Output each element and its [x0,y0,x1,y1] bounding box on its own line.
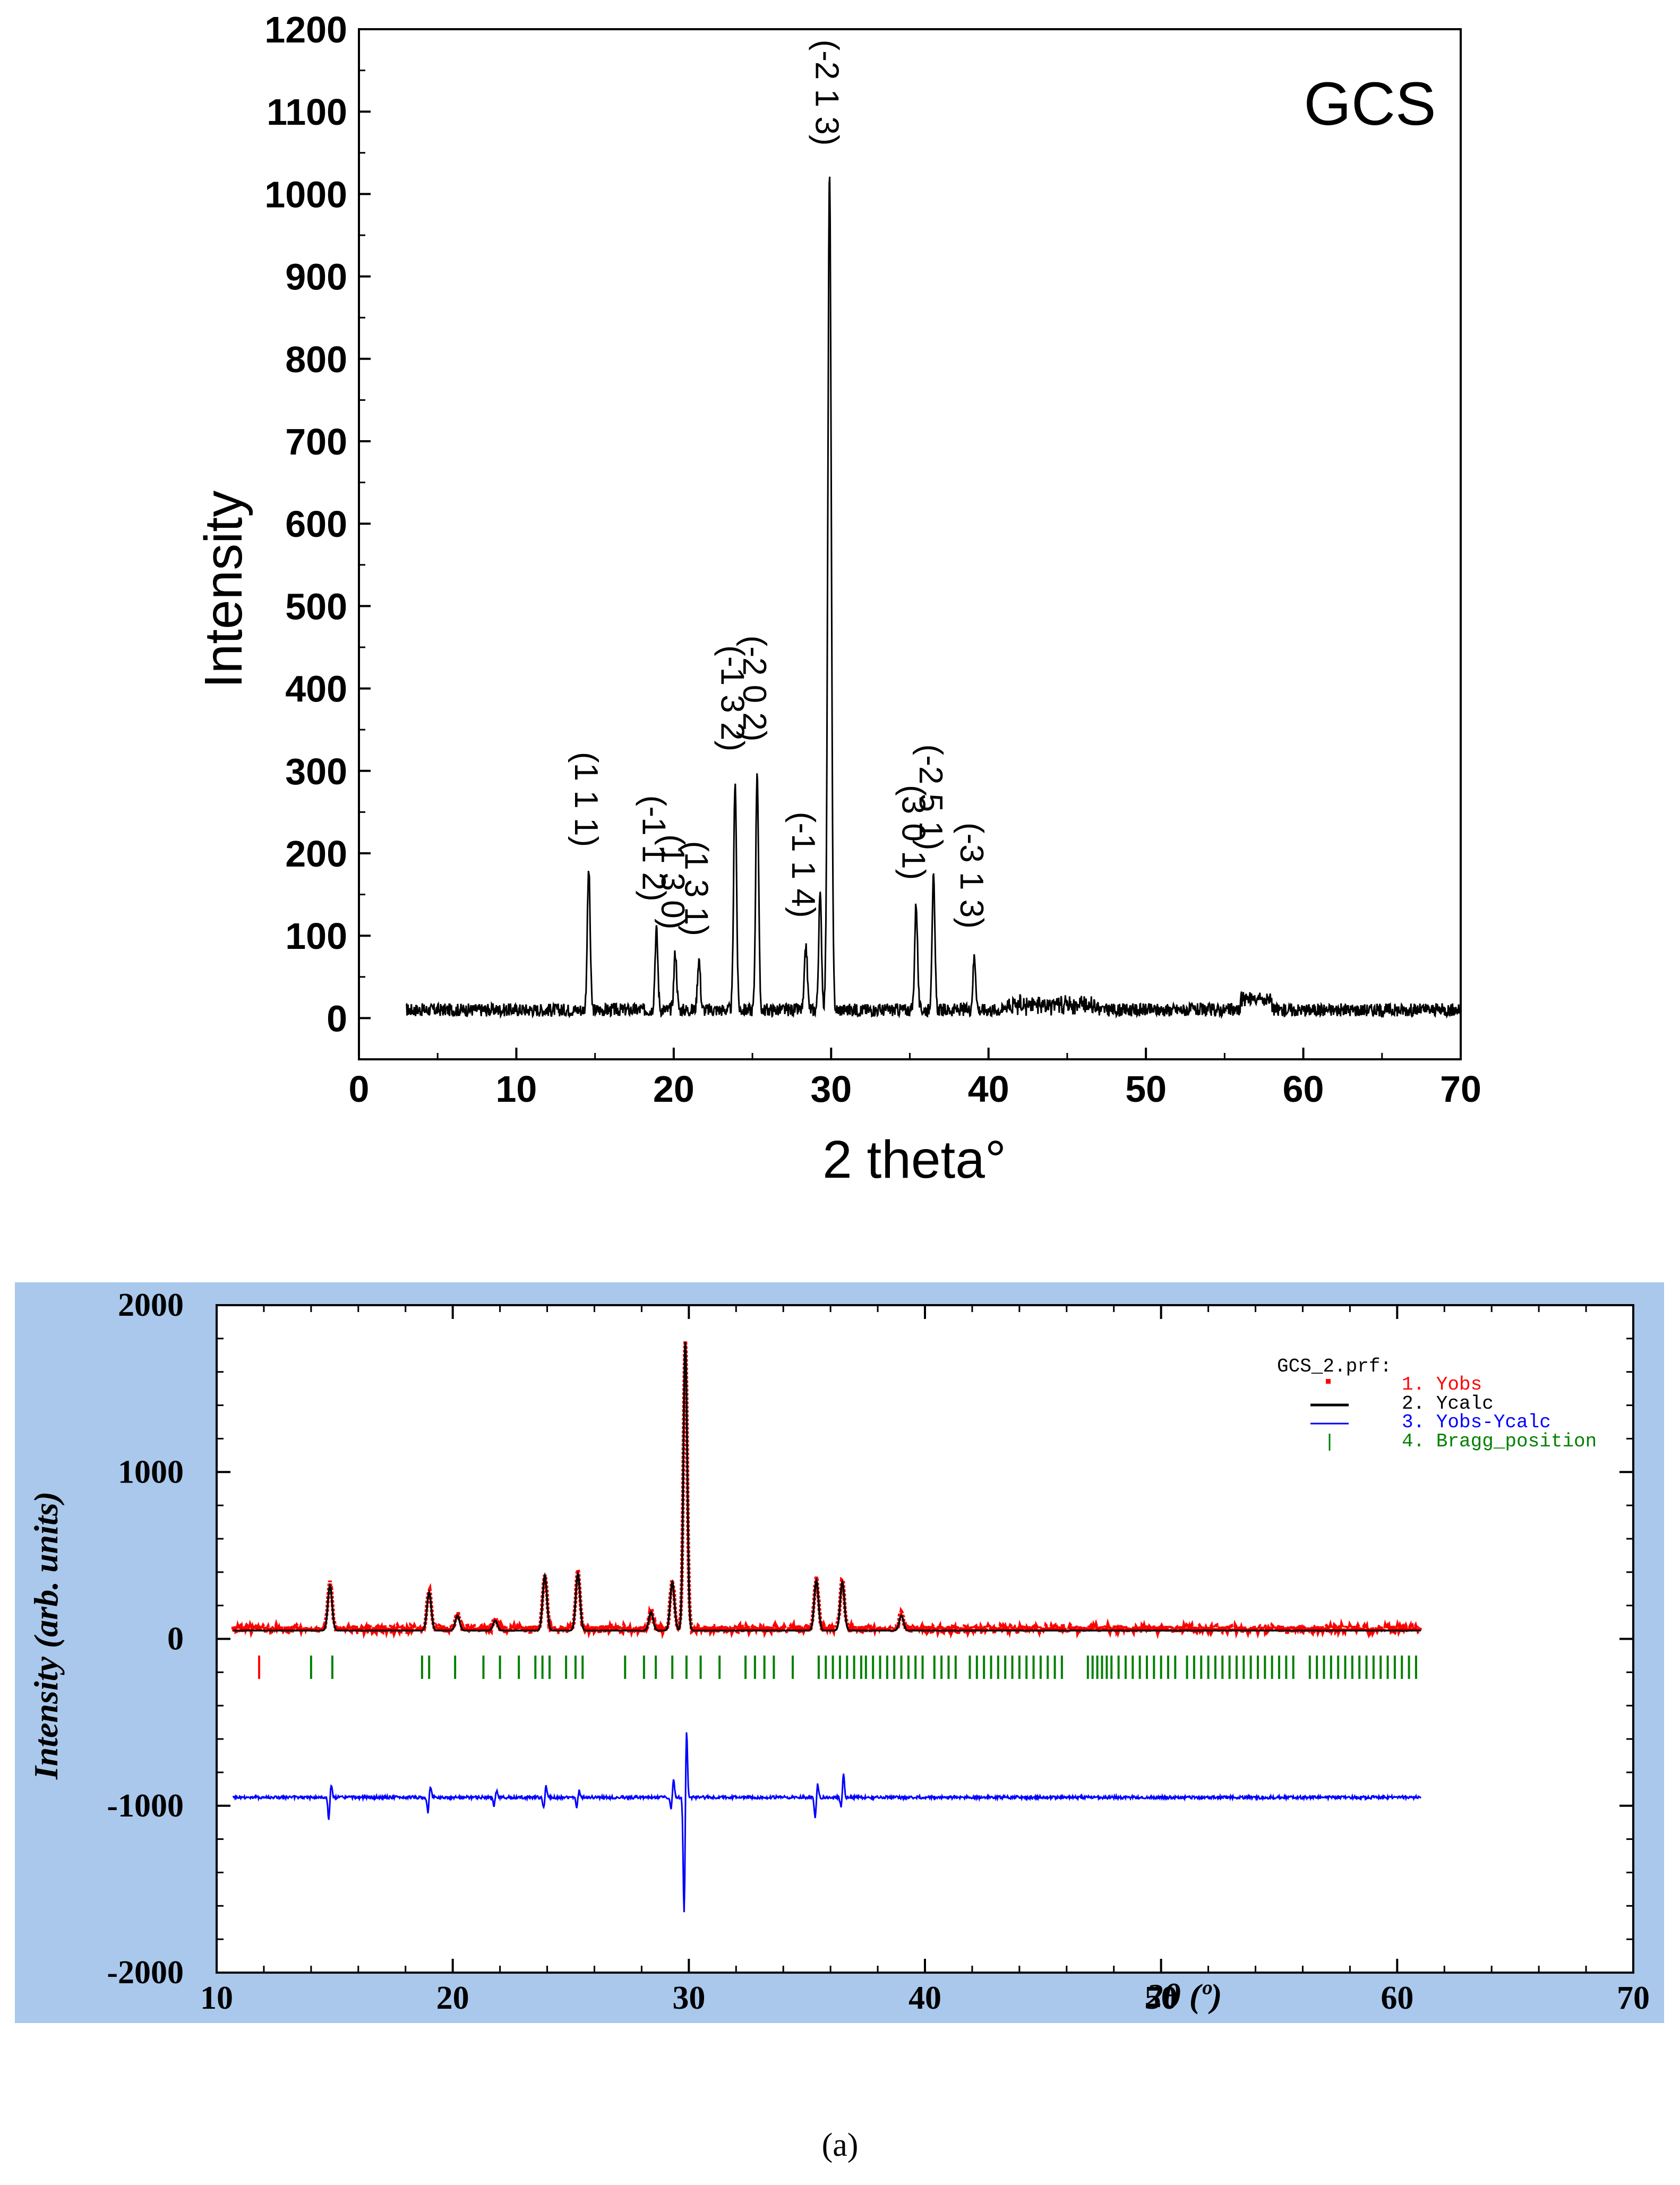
top-x-tick-label: 10 [495,1068,537,1110]
top-diffraction-line [405,176,1462,1019]
bragg-positions [258,1655,1417,1679]
bottom-x-axis-label: 2θ (º) [1145,1977,1222,2015]
legend: GCS_2.prf: 1. Yobs 2. Ycalc 3. Yobs-Ycal… [1277,1356,1597,1452]
top-y-axis-label: Intensity [194,491,253,688]
top-y-tick-label: 600 [285,503,347,545]
top-y-tick-label: 200 [285,833,347,875]
legend-ycalc-label: 2. Ycalc [1402,1393,1494,1415]
top-x-tick-label: 50 [1125,1068,1167,1110]
top-y-tick-label: 700 [285,421,347,462]
top-y-tick-label: 500 [285,586,347,627]
top-x-tick-label: 0 [349,1068,370,1110]
bottom-y-ticks: 2000 1000 0 -1000 -2000 [107,1287,1633,1991]
top-peak-labels: (1 1 1) (-1 1 2)(1 3 0)(1 3 1)(-1 3 2)(-2… [568,40,990,936]
ycalc-series [233,1342,1421,1632]
top-x-tick-label: 20 [653,1068,695,1110]
legend-bragg-label: 4. Bragg_position [1402,1430,1597,1452]
peak-label: (-1 1 2) [635,795,672,902]
top-x-ticks: 0 10 20 30 40 50 60 70 [349,1048,1481,1110]
bottom-x-tick-label: 70 [1617,1980,1650,2016]
top-x-tick-label: 30 [810,1068,852,1110]
bottom-x-tick-label: 40 [908,1980,941,2016]
bottom-rietveld-chart: 10 20 30 40 50 60 70 2000 1000 0 -1000 -2000 GCS_2… [15,1282,1664,2023]
peak-label: (-1 3 2) [714,645,751,751]
top-y-tick-label: 1000 [264,174,347,215]
top-y-tick-label: 300 [285,751,347,792]
top-y-ticks: 0 100 200 300 400 500 600 700 800 900 1000 1100 1200 [264,9,371,1039]
top-xrd-chart: 0 10 20 30 40 50 60 70 0 100 200 300 400 500 600 700 80… [194,9,1481,1189]
peak-label: (3 0 1) [895,785,931,880]
bottom-y-axis-label: Intensity (arb. units) [27,1492,65,1780]
top-y-tick-label: 1200 [264,9,347,50]
top-y-tick-label: 400 [285,669,347,710]
peak-label: (-2 5 1) [912,744,949,851]
top-y-tick-label: 100 [285,915,347,957]
bottom-x-tick-label: 10 [200,1980,233,2016]
legend-yobs-label: 1. Yobs [1402,1374,1482,1395]
figure-caption: (a) [822,2127,859,2163]
peak-label: (-1 1 4) [785,812,821,918]
bottom-x-tick-label: 30 [672,1980,705,2016]
bottom-x-tick-label: 50 [1145,1980,1178,2016]
bottom-plot-frame [216,1304,1634,1974]
peak-label: (1 1 1) [568,752,604,847]
top-plot-frame [358,28,1462,1060]
bottom-y-tick-label: -1000 [107,1788,184,1824]
top-y-tick-label: 0 [327,998,347,1039]
bottom-x-ticks: 10 20 30 40 50 60 70 [200,1305,1650,2016]
top-y-tick-label: 800 [285,339,347,380]
top-x-tick-label: 60 [1283,1068,1324,1110]
top-chart-title: GCS [1304,70,1436,138]
bottom-y-tick-label: 2000 [118,1287,184,1323]
peak-label: (-2 0 2) [736,636,773,742]
difference-series [232,1732,1422,1913]
bottom-y-tick-label: 0 [167,1621,184,1657]
top-x-tick-label: 40 [968,1068,1009,1110]
top-y-tick-label: 1100 [267,91,347,133]
legend-file-name: GCS_2.prf: [1277,1356,1392,1377]
peak-label: (-3 1 3) [953,822,990,929]
bottom-y-tick-label: -2000 [107,1955,184,1991]
bottom-x-tick-label: 20 [436,1980,469,2016]
peak-label: (1 3 0) [654,834,691,929]
top-x-tick-label: 70 [1440,1068,1481,1110]
top-y-tick-label: 900 [285,256,347,298]
top-x-axis-label: 2 theta° [822,1130,1006,1189]
peak-label: (1 3 1) [678,841,714,936]
bottom-x-tick-label: 60 [1381,1980,1413,2016]
bottom-y-tick-label: 1000 [118,1454,184,1490]
legend-yobs-marker [1326,1379,1331,1384]
peak-label: (-2 1 3) [808,40,845,146]
legend-diff-label: 3. Yobs-Ycalc [1402,1411,1551,1433]
